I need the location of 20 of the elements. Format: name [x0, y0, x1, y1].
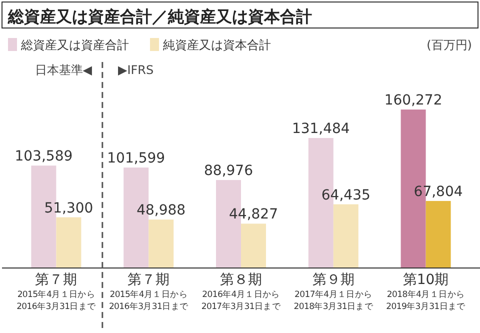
data-label: 44,827 [229, 206, 278, 223]
data-label: 64,435 [321, 187, 370, 204]
data-label: 160,272 [384, 92, 442, 109]
x-tick-label: 第７期 2015年4月１日から 2016年3月31日まで [16, 272, 98, 312]
x-tick-label: 第７期 2015年4月１日から 2016年3月31日まで [108, 272, 190, 312]
x-tick-label: 第９期 2017年4月１日から 2018年3月31日まで [294, 272, 374, 312]
text: ▶IFRS [118, 63, 154, 77]
x-tick-label: 第10期 2018年4月１日から 2019年3月31日まで [386, 272, 467, 312]
data-label: 101,599 [107, 150, 166, 167]
title: 総資産又は資産合計／純資産又は資本合計 [8, 7, 312, 26]
legend-label: 純資産又は資本合計 [163, 38, 271, 52]
x-tick-label: 第８期 2016年4月１日から 2017年3月31日まで [201, 272, 282, 312]
legend-label: 総資産又は資産合計 [20, 38, 129, 52]
data-label: 48,988 [136, 202, 186, 219]
data-label: 51,300 [44, 200, 94, 216]
text: (百万円) [426, 38, 472, 52]
data-label: 103,589 [14, 148, 73, 165]
data-label: 131,484 [292, 121, 350, 137]
data-label: 88,976 [204, 163, 254, 180]
text: 日本基準◀ [34, 63, 93, 77]
